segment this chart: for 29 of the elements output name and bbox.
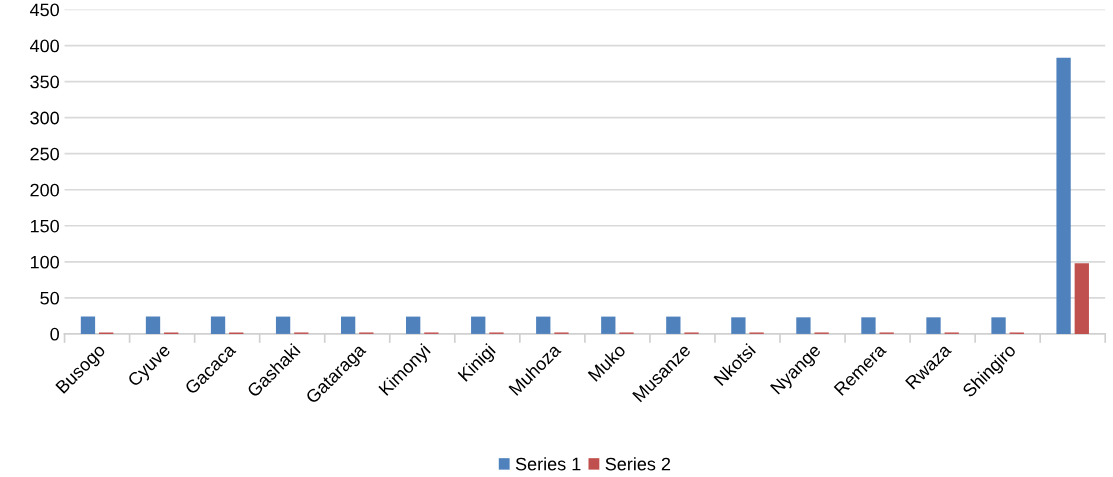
y-tick-label: 100: [30, 255, 59, 269]
bar: [926, 317, 941, 334]
bar: [536, 316, 551, 334]
y-tick-label: 150: [30, 219, 59, 233]
bar: [601, 316, 616, 334]
y-tick-label: 450: [29, 3, 59, 17]
bar: [666, 316, 681, 334]
bar: [145, 316, 161, 334]
bar: [796, 317, 811, 334]
bar: [1074, 263, 1089, 334]
legend-label: Series 1: [515, 457, 581, 471]
bar: [80, 316, 96, 334]
y-tick-label: 400: [29, 39, 59, 53]
y-tick-label: 300: [30, 111, 59, 125]
bar: [275, 316, 291, 334]
bar: [861, 317, 876, 334]
y-tick-label: 200: [30, 183, 59, 197]
y-tick-label: 50: [40, 291, 59, 305]
bar: [1056, 57, 1071, 334]
bar: [731, 317, 746, 334]
legend-label: Series 2: [605, 457, 671, 471]
bar: [471, 316, 486, 334]
y-tick-label: 250: [30, 147, 59, 161]
y-tick-label: 0: [50, 327, 59, 341]
bar: [340, 316, 356, 334]
y-tick-label: 350: [30, 75, 59, 89]
bar: [406, 316, 421, 334]
bar: [991, 317, 1006, 334]
bar: [210, 316, 226, 334]
